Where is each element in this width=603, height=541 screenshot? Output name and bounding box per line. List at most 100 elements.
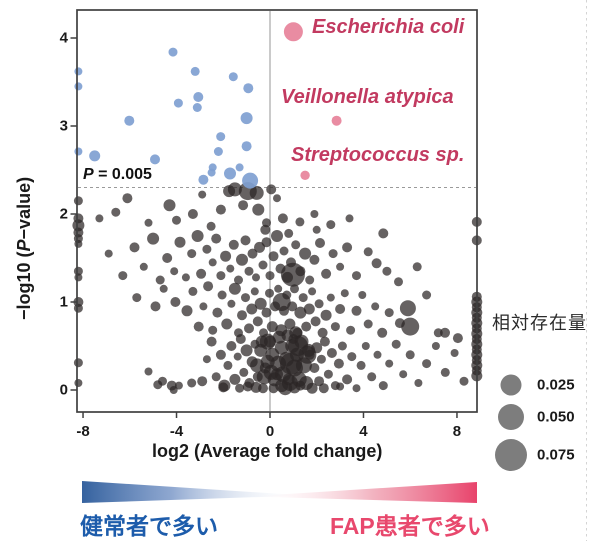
data-point-not-significant — [452, 333, 463, 344]
data-point-not-significant — [412, 262, 422, 272]
data-point-not-significant — [241, 293, 250, 303]
data-point-not-significant — [295, 357, 312, 374]
data-point-not-significant — [305, 275, 315, 285]
panel-border — [76, 9, 478, 413]
data-point-not-significant — [371, 302, 380, 311]
data-point-not-significant — [284, 318, 296, 330]
data-point-not-significant — [255, 335, 268, 348]
data-point-not-significant — [206, 336, 217, 347]
data-point-not-significant — [223, 360, 233, 370]
data-point-not-significant — [356, 360, 366, 370]
x-tick-label: 4 — [359, 423, 368, 440]
legend-value-small: 0.025 — [537, 376, 575, 394]
data-point-not-significant — [279, 246, 289, 256]
data-point-not-significant — [227, 299, 236, 308]
data-point-not-significant — [226, 341, 237, 351]
data-point-healthy-enriched — [74, 67, 83, 76]
data-point-not-significant — [337, 341, 347, 351]
data-point-not-significant — [272, 293, 291, 311]
data-point-not-significant — [150, 301, 161, 312]
data-point-not-significant — [193, 321, 204, 332]
data-point-not-significant — [373, 350, 382, 359]
data-point-not-significant — [95, 214, 104, 223]
data-point-not-significant — [252, 273, 260, 282]
data-point-not-significant — [330, 322, 340, 332]
data-point-not-significant — [174, 236, 186, 248]
data-point-not-significant — [347, 352, 357, 362]
data-point-not-significant — [139, 262, 148, 271]
data-point-not-significant — [256, 369, 272, 385]
data-point-not-significant — [218, 382, 229, 393]
data-point-not-significant — [144, 218, 153, 227]
data-point-not-significant — [377, 327, 388, 338]
data-point-not-significant — [162, 253, 173, 263]
data-point-not-significant — [261, 237, 272, 248]
data-point-not-significant — [295, 266, 306, 277]
data-point-not-significant — [236, 253, 248, 266]
data-point-not-significant — [73, 303, 83, 313]
data-point-not-significant — [422, 290, 432, 300]
data-point-not-significant — [240, 344, 253, 357]
data-point-not-significant — [414, 379, 423, 387]
data-point-not-significant — [73, 196, 83, 206]
data-point-not-significant — [187, 209, 198, 219]
data-point-not-significant — [422, 359, 432, 369]
species-label-escherichia-coli: Escherichia coli — [312, 16, 465, 38]
data-point-not-significant — [234, 275, 243, 285]
data-point-not-significant — [363, 247, 373, 257]
axis-tick-marks — [70, 37, 458, 418]
data-point-not-significant — [316, 354, 326, 364]
data-point-healthy-enriched — [150, 154, 160, 165]
data-point-not-significant — [391, 339, 401, 349]
data-point-healthy-enriched — [190, 66, 200, 76]
data-point-not-significant — [299, 376, 314, 390]
data-point-not-significant — [289, 326, 303, 340]
data-point-not-significant — [328, 249, 338, 259]
data-point-not-significant — [303, 303, 315, 315]
data-point-not-significant — [215, 349, 226, 360]
data-point-not-significant — [294, 306, 307, 319]
threshold-label: P = 0.005 — [83, 166, 152, 183]
data-point-not-significant — [284, 228, 294, 238]
data-point-not-significant — [326, 348, 337, 358]
data-point-not-significant — [250, 358, 265, 373]
data-point-not-significant — [208, 325, 218, 335]
data-point-not-significant — [312, 225, 321, 234]
data-point-not-significant — [351, 305, 362, 316]
data-point-not-significant — [264, 335, 276, 348]
data-point-not-significant — [211, 233, 222, 244]
legend-bubble-0.050 — [498, 404, 524, 430]
scatter-points — [72, 22, 483, 396]
y-axis-title: −log10 (P−value) — [14, 176, 34, 320]
data-point-not-significant — [399, 300, 416, 317]
y-tick-label: 0 — [59, 381, 68, 399]
data-point-not-significant — [199, 302, 208, 311]
data-point-healthy-enriched — [224, 167, 236, 180]
data-point-not-significant — [163, 199, 176, 212]
data-point-not-significant — [215, 204, 226, 215]
data-point-fap-enriched — [331, 115, 342, 126]
data-point-not-significant — [345, 214, 354, 223]
data-point-not-significant — [309, 254, 320, 265]
data-point-not-significant — [274, 284, 283, 293]
data-point-not-significant — [254, 297, 267, 310]
data-point-not-significant — [260, 224, 271, 235]
data-point-not-significant — [352, 271, 361, 281]
data-point-not-significant — [323, 369, 333, 379]
data-point-not-significant — [159, 284, 168, 293]
data-point-healthy-enriched — [198, 174, 209, 185]
data-point-not-significant — [212, 307, 223, 318]
data-point-not-significant — [314, 299, 324, 309]
y-tick-label: 1 — [59, 293, 68, 311]
data-point-not-significant — [240, 235, 251, 246]
data-point-not-significant — [265, 271, 275, 281]
data-point-not-significant — [450, 349, 459, 357]
data-point-not-significant — [226, 264, 235, 273]
data-point-not-significant — [217, 290, 227, 300]
data-point-not-significant — [73, 358, 83, 368]
data-point-not-significant — [244, 323, 254, 334]
data-point-not-significant — [319, 336, 330, 347]
data-point-not-significant — [72, 219, 85, 232]
legend-value-large: 0.075 — [537, 446, 575, 464]
data-point-not-significant — [122, 193, 133, 204]
